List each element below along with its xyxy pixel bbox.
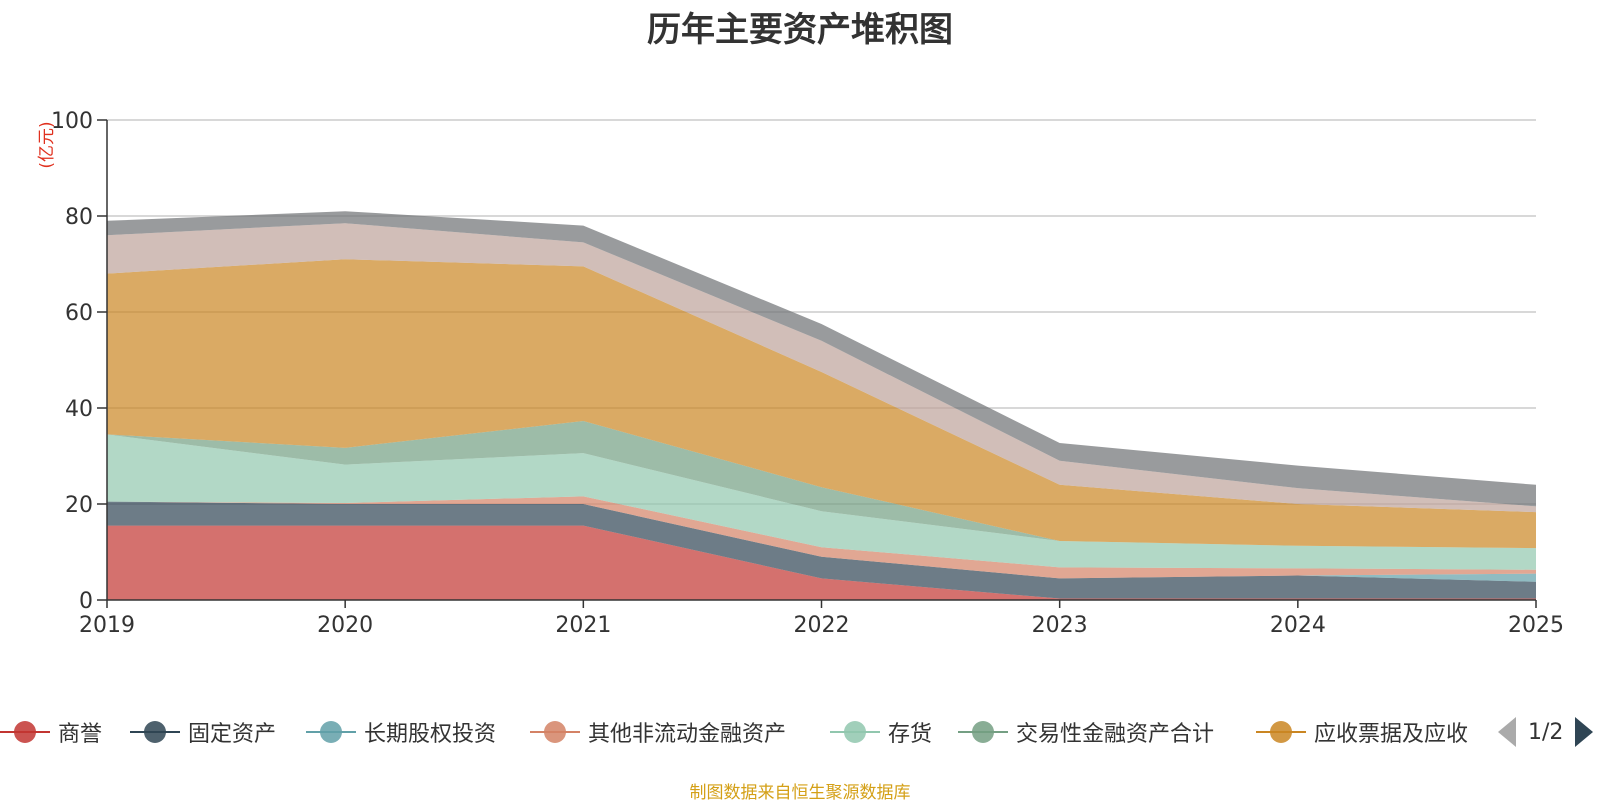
area-series-6[interactable]	[107, 420, 1536, 549]
legend-label: 交易性金融资产合计	[1016, 722, 1215, 747]
legend-label: 应收票据及应收	[1314, 722, 1469, 747]
legend-marker-icon	[130, 712, 180, 752]
legend-label: 存货	[888, 722, 933, 747]
area-series-1[interactable]	[107, 525, 1536, 600]
y-tick-label: 100	[51, 109, 93, 134]
legend-marker-icon	[530, 712, 580, 752]
legend-marker-icon	[958, 712, 1008, 752]
legend-item[interactable]: 存货	[830, 712, 932, 752]
x-tick-label: 2020	[317, 613, 373, 638]
area-series-4[interactable]	[107, 496, 1536, 579]
x-tick-label: 2025	[1508, 613, 1564, 638]
legend-item[interactable]: 应收票据及应收	[1256, 712, 1468, 752]
legend-item[interactable]: 交易性金融资产合计	[958, 712, 1214, 752]
area-series-7[interactable]	[107, 259, 1536, 549]
area-series-5[interactable]	[107, 434, 1536, 570]
y-unit-label: (亿元)	[37, 121, 57, 168]
y-tick-label: 60	[65, 301, 93, 326]
x-tick-label: 2019	[79, 613, 135, 638]
legend-page-number: 1/2	[1528, 719, 1564, 745]
x-tick-label: 2024	[1270, 613, 1326, 638]
next-page-icon[interactable]	[1575, 717, 1594, 747]
area-series-9[interactable]	[107, 211, 1536, 507]
area-series	[107, 211, 1536, 600]
x-tick-label: 2021	[555, 613, 611, 638]
legend-item[interactable]: 商誉	[0, 712, 102, 752]
legend-marker-icon	[830, 712, 880, 752]
legend-marker-icon	[306, 712, 356, 752]
data-source-note: 制图数据来自恒生聚源数据库	[689, 783, 911, 803]
legend-label: 固定资产	[188, 722, 277, 747]
legend-label: 其他非流动金融资产	[588, 722, 787, 747]
legend-item[interactable]: 固定资产	[130, 712, 276, 752]
legend-pager: 1/2	[1498, 712, 1594, 752]
legend-item[interactable]: 长期股权投资	[306, 712, 496, 752]
y-tick-label: 0	[79, 589, 93, 614]
x-tick-label: 2023	[1032, 613, 1088, 638]
prev-page-icon[interactable]	[1498, 717, 1516, 747]
chart-title: 历年主要资产堆积图	[647, 10, 953, 50]
area-series-8[interactable]	[107, 223, 1536, 513]
y-tick-label: 80	[65, 205, 93, 230]
x-tick-label: 2022	[794, 613, 850, 638]
axes: 0 20 40 60 80 100 2019 2020 2021 2022 2023 2024 2025	[51, 109, 1564, 638]
y-tick-label: 40	[65, 397, 93, 422]
legend: 商誉 固定资产 长期股权投资 其他非流动金融资产 存货 交易性金融资产合计 应收票据及应收	[0, 712, 1600, 752]
legend-label: 长期股权投资	[364, 722, 497, 747]
legend-marker-icon	[1256, 712, 1306, 752]
y-tick-label: 20	[65, 493, 93, 518]
legend-marker-icon	[0, 712, 50, 752]
legend-label: 商誉	[58, 722, 103, 747]
area-series-2[interactable]	[107, 501, 1536, 599]
legend-item[interactable]: 其他非流动金融资产	[530, 712, 786, 752]
